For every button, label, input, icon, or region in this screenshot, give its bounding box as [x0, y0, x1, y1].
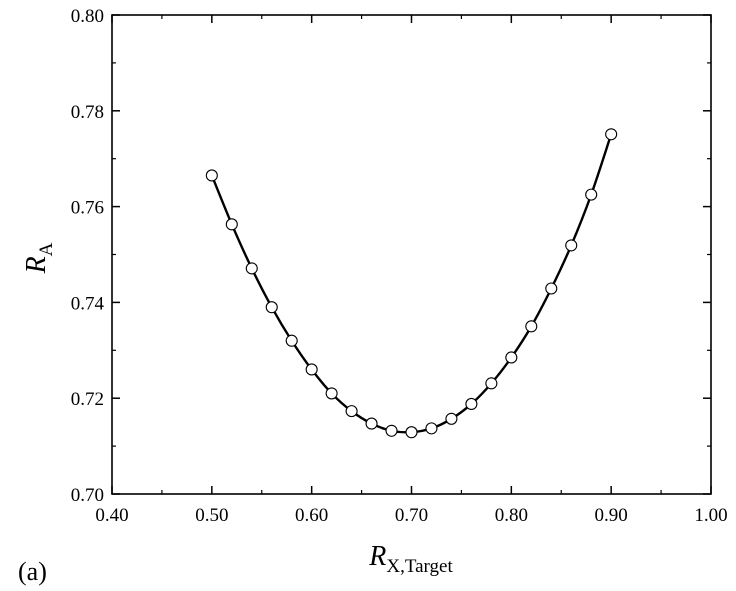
y-tick-label: 0.80: [71, 6, 104, 27]
data-point: [265, 301, 278, 314]
series-markers: [205, 128, 618, 439]
x-axis-title: RX,Target: [368, 541, 453, 577]
x-tick-label: 0.90: [595, 505, 628, 526]
data-point: [205, 169, 218, 182]
y-tick-label: 0.72: [71, 389, 104, 410]
data-point: [525, 320, 538, 333]
data-point: [465, 397, 478, 410]
x-tick-label: 0.70: [395, 505, 428, 526]
tick-labels: 0.40 0.50 0.60 0.70 0.80 0.90 1.00 0.70 0.72 0.74…: [71, 6, 728, 526]
x-tick-label: 0.40: [95, 505, 128, 526]
y-tick-label: 0.78: [71, 102, 104, 123]
data-point: [305, 363, 318, 376]
data-point: [545, 282, 558, 295]
data-point: [245, 262, 258, 275]
data-point: [585, 188, 598, 201]
data-point: [565, 239, 578, 252]
data-point: [405, 426, 418, 439]
x-tick-label: 0.60: [295, 505, 328, 526]
panel-label: (a): [18, 557, 47, 586]
data-point: [385, 424, 398, 437]
axis-ticks: [111, 14, 712, 495]
data-point: [445, 412, 458, 425]
data-point: [225, 218, 238, 231]
y-tick-label: 0.70: [71, 485, 104, 506]
data-point: [345, 405, 358, 418]
data-point: [365, 417, 378, 430]
x-tick-label: 0.50: [195, 505, 228, 526]
x-tick-label: 0.80: [495, 505, 528, 526]
x-tick-label: 1.00: [694, 505, 727, 526]
data-point: [605, 128, 618, 141]
data-point: [325, 387, 338, 400]
data-point: [505, 351, 518, 364]
y-tick-label: 0.76: [71, 198, 104, 219]
data-point: [485, 377, 498, 390]
y-tick-label: 0.74: [71, 293, 105, 314]
data-point: [425, 422, 438, 435]
plot-frame: [111, 14, 712, 495]
data-point: [285, 334, 298, 347]
y-axis-title: RA: [21, 242, 57, 274]
